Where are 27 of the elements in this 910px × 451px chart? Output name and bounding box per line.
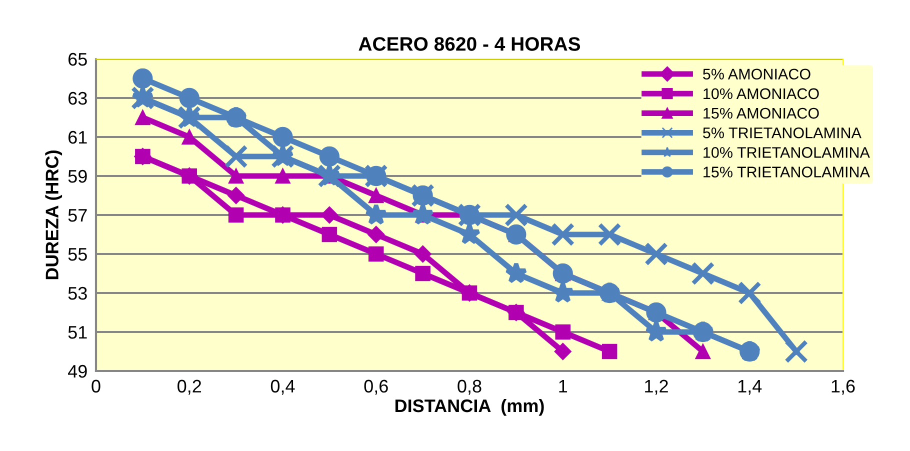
y-tick-label: 55	[68, 248, 87, 261]
y-tick-label: 53	[68, 286, 87, 300]
x-tick-label: 1,6	[832, 380, 855, 395]
legend-label: 10% AMONIACO	[704, 88, 819, 100]
x-tick-label: 0	[92, 380, 100, 393]
y-tick-label: 63	[68, 92, 87, 105]
x-tick-label: 0,2	[178, 380, 202, 395]
x-tick-label: 0,8	[458, 380, 482, 395]
x-axis-title: DISTANCIA (mm)	[395, 398, 544, 416]
x-tick-label: 1,2	[645, 380, 668, 395]
chart-title: ACERO 8620 - 4 HORAS	[358, 37, 580, 51]
x-tick-label: 1,4	[738, 380, 762, 395]
y-tick-label: 49	[68, 364, 87, 378]
x-tick-label: 0,6	[364, 380, 388, 395]
legend-label: 15% AMONIACO	[704, 108, 819, 119]
y-tick-label: 59	[68, 170, 87, 183]
y-tick-label: 61	[68, 130, 87, 144]
legend-label: 15% TRIETANOLAMINA	[704, 166, 870, 178]
legend-label: 5% TRIETANOLAMINA	[703, 127, 862, 138]
y-axis-title: DUREZA (HRC)	[45, 150, 62, 280]
legend-label: 10% TRIETANOLAMINA	[704, 147, 870, 158]
y-tick-label: 57	[68, 209, 87, 222]
x-tick-label: 1	[559, 380, 568, 392]
y-tick-label: 65	[68, 52, 87, 66]
legend-label: 5% AMONIACO	[703, 68, 810, 80]
x-tick-label: 0,4	[270, 380, 295, 395]
y-tick-label: 51	[68, 326, 87, 339]
